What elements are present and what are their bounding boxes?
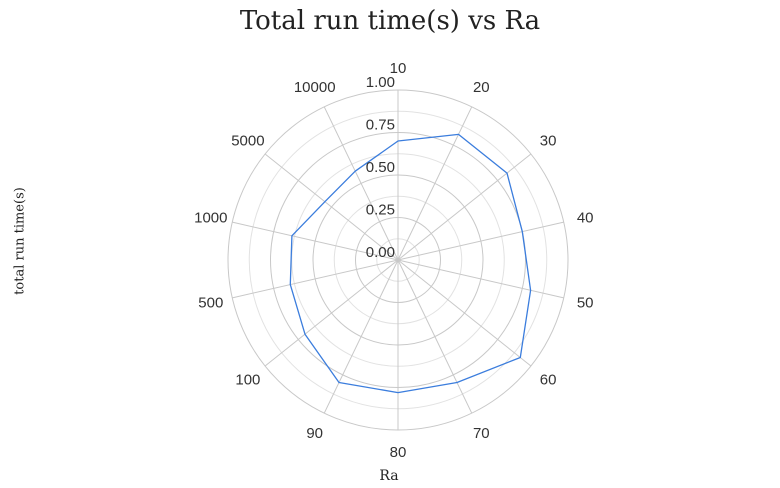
grid <box>227 89 569 431</box>
category-label: 1000 <box>194 209 227 226</box>
grid-spoke <box>397 153 532 261</box>
grid-spoke <box>397 259 532 367</box>
grid-spoke <box>397 259 473 414</box>
grid-spoke <box>264 153 399 261</box>
radial-tick-label: 1.00 <box>366 74 395 91</box>
grid-spoke <box>397 259 564 299</box>
series-line <box>289 133 532 394</box>
category-label: 500 <box>198 295 223 312</box>
category-label: 50 <box>577 295 594 312</box>
category-label: 10000 <box>294 79 336 96</box>
category-label: 60 <box>540 372 557 389</box>
grid-spoke <box>264 259 399 367</box>
x-axis-label: Ra <box>379 468 399 484</box>
grid-spoke <box>232 221 399 261</box>
category-label: 10 <box>390 60 407 77</box>
chart-title: Total run time(s) vs Ra <box>239 6 541 36</box>
category-label: 90 <box>306 425 323 442</box>
category-label: 80 <box>390 444 407 461</box>
radial-tick-label: 0.75 <box>366 117 395 134</box>
radial-tick-label: 0.00 <box>366 244 395 261</box>
grid-spoke <box>323 106 399 261</box>
radial-tick-label: 0.25 <box>366 202 395 219</box>
grid-spoke <box>397 106 473 261</box>
category-label: 100 <box>235 372 260 389</box>
category-label: 20 <box>473 79 490 96</box>
category-label: 30 <box>540 132 557 149</box>
category-label: 5000 <box>231 132 264 149</box>
category-label: 70 <box>473 425 490 442</box>
grid-spoke <box>397 221 564 261</box>
category-labels: 10 20 30 40 50 60 70 80 90 100 500 1000 5000 10000 <box>194 60 593 461</box>
radial-tick-label: 0.50 <box>366 159 395 176</box>
grid-spoke <box>232 259 399 299</box>
radial-ticks: 0.00 0.25 0.50 0.75 1.00 <box>366 74 395 261</box>
category-label: 40 <box>577 209 594 226</box>
grid-spoke <box>323 259 399 414</box>
series-layer <box>289 133 532 394</box>
